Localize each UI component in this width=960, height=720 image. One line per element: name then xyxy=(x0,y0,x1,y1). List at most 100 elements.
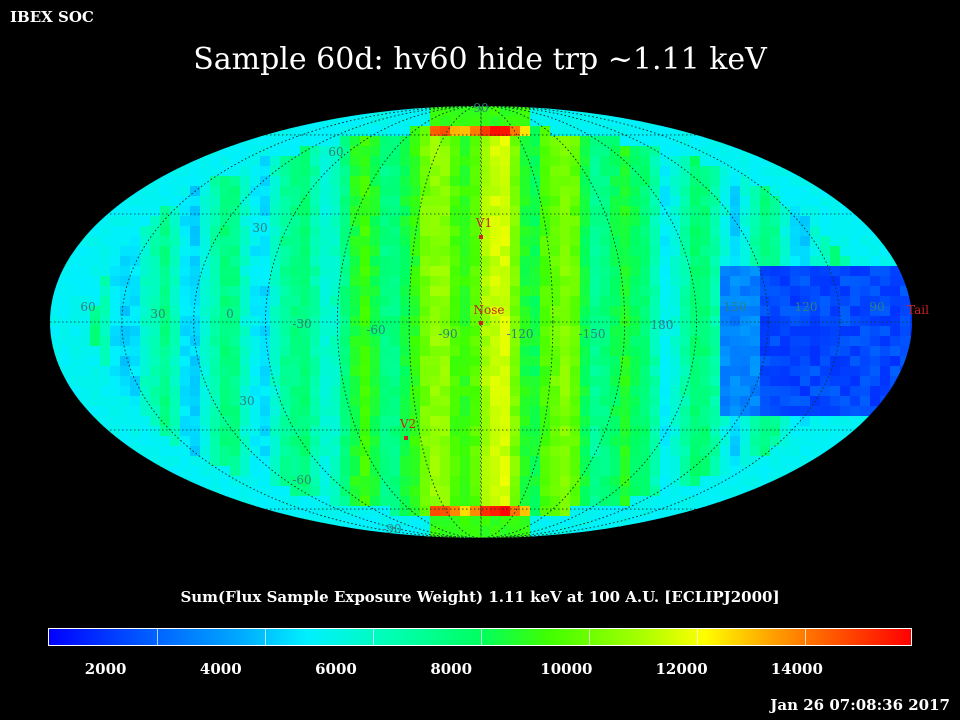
heatmap-cell xyxy=(440,306,451,317)
heatmap-cell xyxy=(610,506,621,517)
heatmap-cell xyxy=(400,396,411,407)
heatmap-cell xyxy=(310,206,321,217)
heatmap-cell xyxy=(670,166,681,177)
heatmap-cell xyxy=(740,236,751,247)
heatmap-cell xyxy=(700,256,711,267)
heatmap-cell xyxy=(490,366,501,377)
heatmap-cell xyxy=(900,296,911,307)
heatmap-cell xyxy=(780,276,791,287)
heatmap-cell xyxy=(710,436,721,447)
heatmap-cell xyxy=(780,406,791,417)
heatmap-cell xyxy=(570,336,581,347)
heatmap-cell xyxy=(710,446,721,457)
heatmap-cell xyxy=(390,486,401,497)
heatmap-cell xyxy=(140,406,151,417)
heatmap-cell xyxy=(150,386,161,397)
heatmap-cell xyxy=(680,156,691,167)
heatmap-cell xyxy=(530,196,541,207)
heatmap-cell xyxy=(350,456,361,467)
heatmap-cell xyxy=(740,356,751,367)
heatmap-cell xyxy=(450,366,461,377)
heatmap-cell xyxy=(260,136,271,147)
heatmap-cell xyxy=(620,296,631,307)
heatmap-cell xyxy=(350,296,361,307)
heatmap-cell xyxy=(810,336,821,347)
heatmap-cell xyxy=(350,176,361,187)
heatmap-cell xyxy=(880,356,891,367)
heatmap-cell xyxy=(80,366,91,377)
heatmap-cell xyxy=(620,126,631,137)
heatmap-cell xyxy=(780,326,791,337)
heatmap-cell xyxy=(100,396,111,407)
heatmap-cell xyxy=(350,286,361,297)
heatmap-cell xyxy=(750,146,761,157)
heatmap-cell xyxy=(380,476,391,487)
heatmap-cell xyxy=(270,356,281,367)
heatmap-cell xyxy=(260,396,271,407)
heatmap-cell xyxy=(320,216,331,227)
heatmap-cell xyxy=(540,336,551,347)
heatmap-cell xyxy=(480,516,491,527)
heatmap-cell xyxy=(280,286,291,297)
heatmap-cell xyxy=(50,326,61,337)
heatmap-cell xyxy=(410,456,421,467)
heatmap-cell xyxy=(880,396,891,407)
heatmap-cell xyxy=(650,406,661,417)
heatmap-cell xyxy=(180,336,191,347)
heatmap-cell xyxy=(320,166,331,177)
heatmap-cell xyxy=(360,106,371,117)
heatmap-cell xyxy=(640,486,651,497)
heatmap-cell xyxy=(460,526,471,537)
heatmap-cell xyxy=(410,146,421,157)
heatmap-cell xyxy=(530,266,541,277)
heatmap-cell xyxy=(670,286,681,297)
heatmap-cell xyxy=(240,136,251,147)
heatmap-cell xyxy=(430,476,441,487)
heatmap-cell xyxy=(610,116,621,127)
heatmap-cell xyxy=(730,406,741,417)
heatmap-cell xyxy=(450,286,461,297)
heatmap-cell xyxy=(900,366,911,377)
heatmap-cell xyxy=(300,256,311,267)
heatmap-cell xyxy=(830,406,841,417)
heatmap-cell xyxy=(630,386,641,397)
heatmap-cell xyxy=(280,486,291,497)
heatmap-cell xyxy=(140,216,151,227)
heatmap-cell xyxy=(440,136,451,147)
heatmap-cell xyxy=(510,186,521,197)
heatmap-cell xyxy=(170,466,181,477)
heatmap-cell xyxy=(730,436,741,447)
heatmap-cell xyxy=(550,316,561,327)
heatmap-cell xyxy=(360,396,371,407)
heatmap-cell xyxy=(170,326,181,337)
heatmap-cell xyxy=(330,406,341,417)
heatmap-cell xyxy=(490,336,501,347)
heatmap-cell xyxy=(810,296,821,307)
heatmap-cell xyxy=(680,126,691,137)
heatmap-cell xyxy=(550,486,561,497)
heatmap-cell xyxy=(910,316,912,327)
heatmap-cell xyxy=(400,126,411,137)
heatmap-cell xyxy=(710,386,721,397)
heatmap-cell xyxy=(600,486,611,497)
heatmap-cell xyxy=(420,336,431,347)
heatmap-cell xyxy=(160,266,171,277)
heatmap-cell xyxy=(720,186,731,197)
heatmap-cell xyxy=(730,256,741,267)
heatmap-cell xyxy=(580,246,591,257)
heatmap-cell xyxy=(230,466,241,477)
heatmap-cell xyxy=(230,186,241,197)
heatmap-cell xyxy=(260,156,271,167)
heatmap-cell xyxy=(650,296,661,307)
heatmap-cell xyxy=(630,226,641,237)
heatmap-cell xyxy=(560,486,571,497)
heatmap-cell xyxy=(630,406,641,417)
heatmap-cell xyxy=(680,436,691,447)
heatmap-cell xyxy=(90,226,101,237)
heatmap-cell xyxy=(560,196,571,207)
heatmap-cell xyxy=(230,476,241,487)
heatmap-cell xyxy=(850,256,861,267)
heatmap-cell xyxy=(690,196,701,207)
heatmap-cell xyxy=(700,436,711,447)
heatmap-cell xyxy=(720,396,731,407)
